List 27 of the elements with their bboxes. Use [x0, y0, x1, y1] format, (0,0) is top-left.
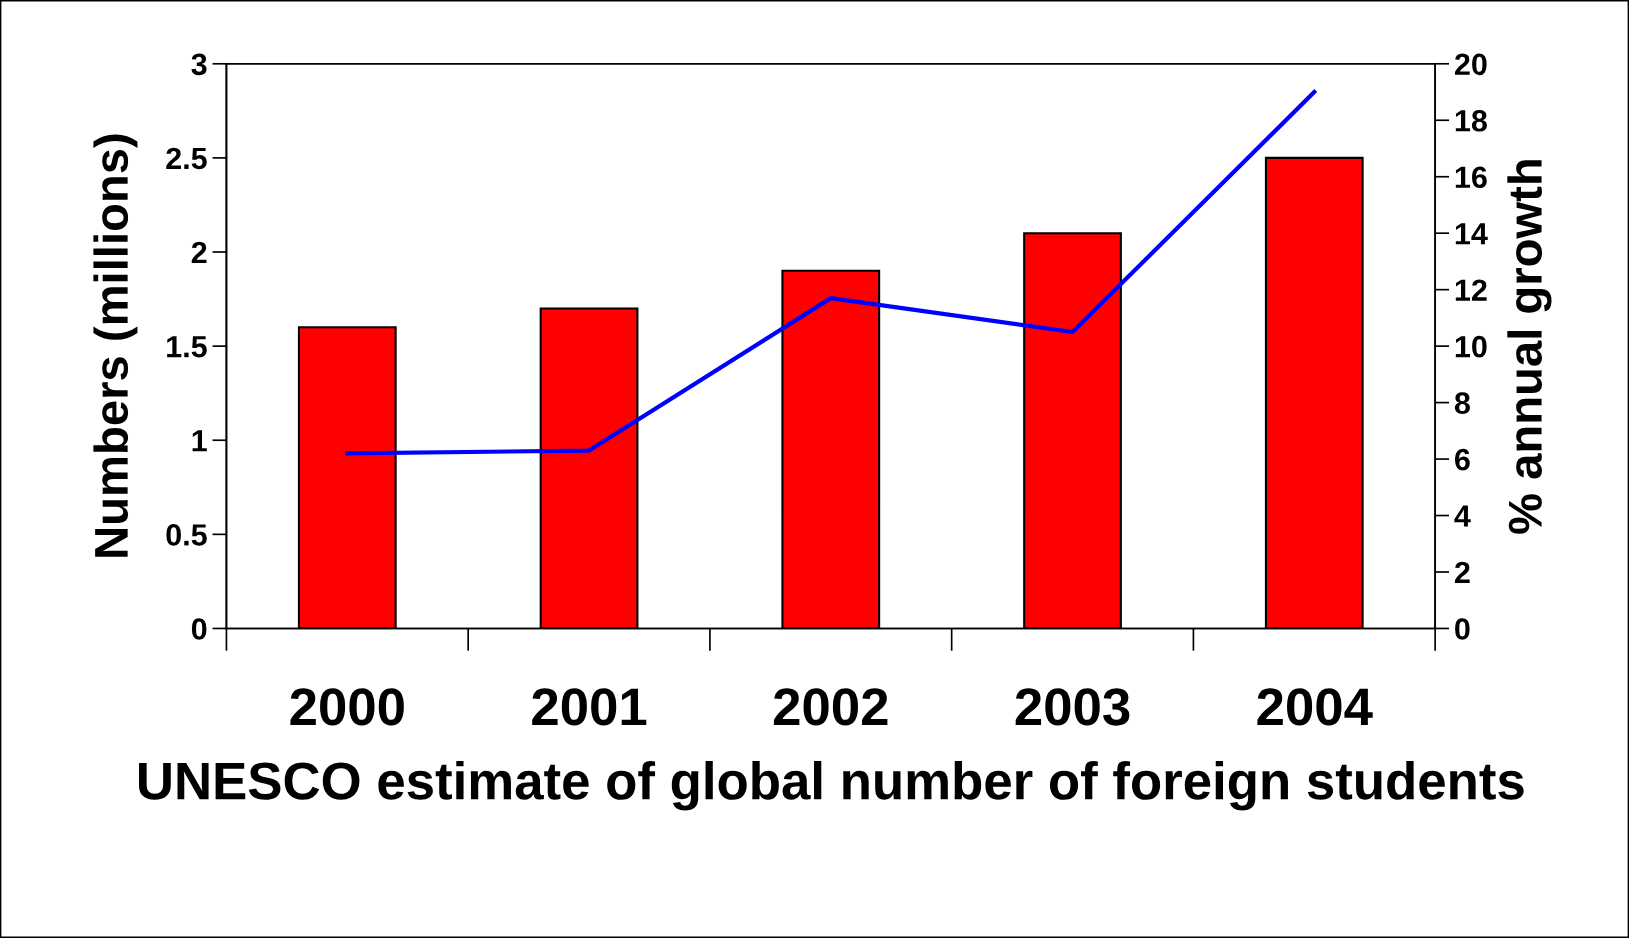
- x-tick-label: 2001: [532, 688, 647, 726]
- y-tick-label: 2: [191, 241, 207, 264]
- y2-tick-label: 2: [1454, 561, 1470, 584]
- y-tick-label: 2.5: [166, 147, 207, 170]
- y2-tick-label: 0: [1455, 618, 1470, 640]
- y2-tick-label: 6: [1455, 448, 1470, 471]
- y-tick-label: 1: [192, 430, 207, 452]
- x-axis-title: UNESCO estimate of global number of foreign students: [139, 760, 1524, 811]
- x-tick-label: 2004: [1257, 688, 1373, 726]
- y2-axis-title: % annual growth: [1507, 160, 1552, 534]
- y2-tick-label: 20: [1454, 53, 1487, 76]
- x-tick-label: 2000: [290, 688, 404, 726]
- y-tick-label: 0.5: [166, 524, 207, 546]
- y-tick-label: 3: [191, 53, 207, 76]
- y2-tick-label: 14: [1455, 223, 1488, 245]
- y-tick-label: 0: [191, 618, 207, 640]
- x-tick-label: 2003: [1015, 688, 1130, 726]
- line-series: [345, 89, 1317, 456]
- x-tick-label: 2002: [773, 688, 888, 726]
- y2-tick-label: 12: [1455, 279, 1487, 301]
- y2-tick-label: 4: [1454, 505, 1471, 527]
- y2-tick-label: 18: [1455, 109, 1487, 132]
- y-tick-label: 1.5: [167, 336, 207, 358]
- y2-tick-label: 10: [1455, 335, 1487, 358]
- y2-tick-label: 16: [1455, 166, 1487, 189]
- y2-tick-label: 8: [1454, 392, 1470, 414]
- y-axis-title: Numbers (millions): [93, 134, 138, 557]
